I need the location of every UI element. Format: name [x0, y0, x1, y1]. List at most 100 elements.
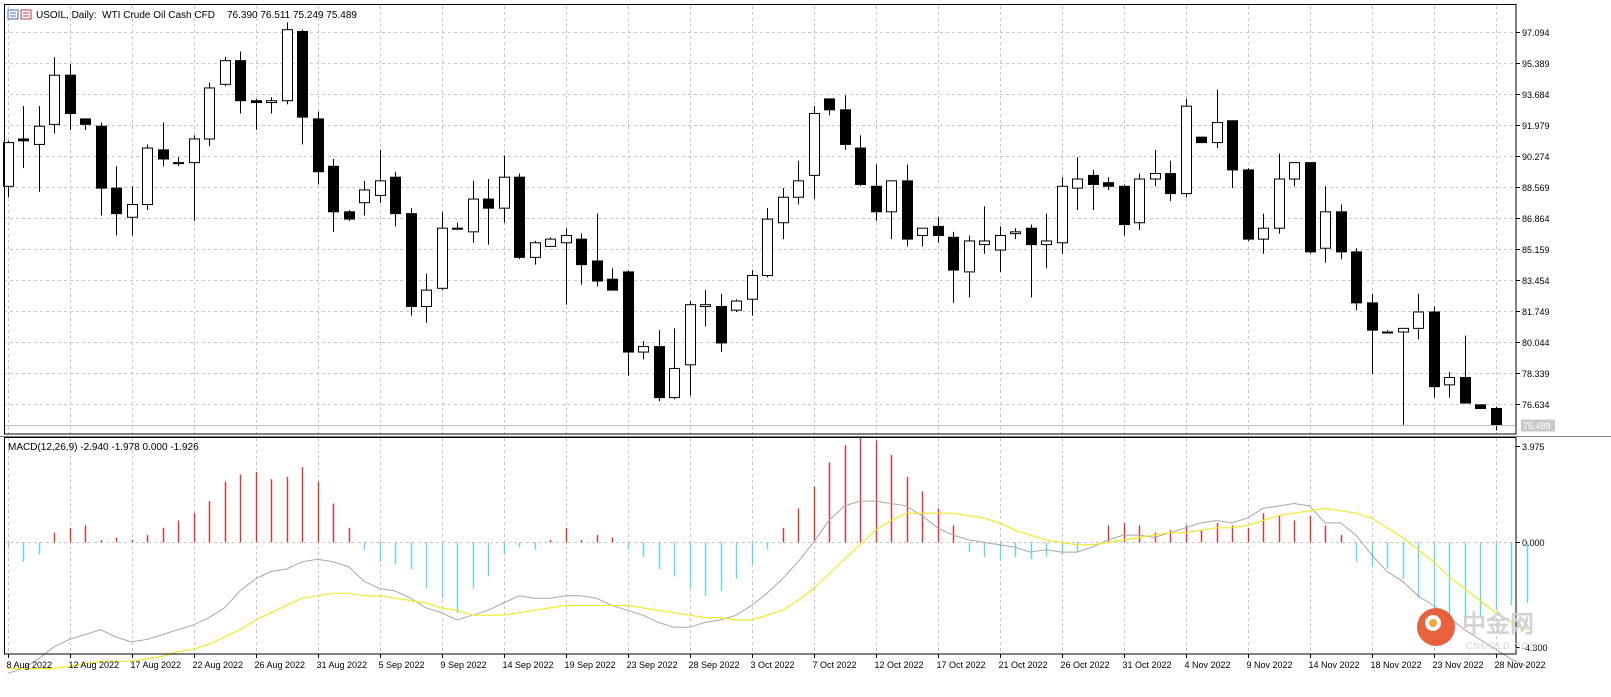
price-panel[interactable] [3, 22, 1517, 431]
candle[interactable] [359, 180, 370, 216]
candle[interactable] [34, 106, 45, 192]
candle[interactable] [778, 188, 789, 240]
candle[interactable] [1305, 162, 1316, 254]
candle[interactable] [1010, 228, 1021, 240]
candle[interactable] [266, 97, 277, 114]
candle[interactable] [902, 164, 913, 247]
candle[interactable] [1413, 293, 1424, 340]
candle[interactable] [1320, 186, 1331, 263]
candle[interactable] [220, 56, 231, 87]
candle[interactable] [1475, 404, 1486, 410]
candle[interactable] [669, 328, 680, 400]
candle[interactable] [499, 155, 510, 223]
candle[interactable] [173, 157, 184, 167]
candle[interactable] [809, 106, 820, 200]
candle[interactable] [824, 98, 835, 116]
candle[interactable] [995, 226, 1006, 272]
candle[interactable] [390, 171, 401, 227]
candle[interactable] [204, 82, 215, 147]
candle[interactable] [979, 206, 990, 254]
candle[interactable] [1212, 89, 1223, 149]
candle[interactable] [561, 228, 572, 305]
candle[interactable] [3, 140, 14, 198]
chart-menu-icon[interactable] [7, 9, 32, 20]
candle[interactable] [483, 179, 494, 245]
candle[interactable] [127, 186, 138, 236]
candle[interactable] [716, 293, 727, 353]
candle[interactable] [623, 270, 634, 376]
candle[interactable] [65, 64, 76, 130]
candle[interactable] [18, 106, 29, 169]
candle[interactable] [762, 208, 773, 278]
candle[interactable] [855, 135, 866, 187]
candle[interactable] [251, 98, 262, 130]
candle[interactable] [840, 95, 851, 150]
candle[interactable] [344, 209, 355, 221]
candle[interactable] [158, 122, 169, 167]
candle[interactable] [142, 144, 153, 210]
candle[interactable] [886, 180, 897, 240]
candle[interactable] [1491, 406, 1502, 431]
candle[interactable] [1460, 335, 1471, 404]
candle[interactable] [917, 227, 928, 247]
candle[interactable] [421, 273, 432, 323]
candle[interactable] [1134, 173, 1145, 231]
candle[interactable] [1057, 177, 1068, 254]
candle[interactable] [1165, 160, 1176, 201]
candle[interactable] [313, 111, 324, 185]
candle[interactable] [514, 173, 525, 260]
candle[interactable] [1119, 184, 1130, 236]
candle[interactable] [1150, 149, 1161, 187]
candle[interactable] [1382, 330, 1393, 334]
candle[interactable] [1274, 153, 1285, 234]
candle[interactable] [1258, 213, 1269, 254]
candle[interactable] [793, 160, 804, 205]
candle[interactable] [297, 29, 308, 145]
candle[interactable] [1243, 168, 1254, 241]
candle[interactable] [1444, 372, 1455, 398]
candle[interactable] [1398, 327, 1409, 425]
candle[interactable] [1041, 213, 1052, 269]
candle[interactable] [468, 180, 479, 243]
candle[interactable] [235, 51, 246, 114]
candle[interactable] [1072, 157, 1083, 210]
candle[interactable] [1181, 98, 1192, 198]
candle[interactable] [80, 118, 91, 130]
candle[interactable] [1336, 204, 1347, 260]
candle[interactable] [654, 330, 665, 402]
candle[interactable] [1351, 248, 1362, 311]
candle[interactable] [948, 231, 959, 303]
candle[interactable] [1103, 177, 1114, 190]
candle[interactable] [328, 158, 339, 232]
macd-panel[interactable] [7, 438, 1529, 674]
candle[interactable] [638, 341, 649, 360]
candle[interactable] [1289, 162, 1300, 187]
candle[interactable] [1026, 224, 1037, 298]
candle[interactable] [1088, 169, 1099, 210]
candle[interactable] [871, 164, 882, 221]
candle[interactable] [111, 166, 122, 236]
candle[interactable] [189, 135, 200, 221]
candle[interactable] [437, 211, 448, 291]
candle[interactable] [933, 217, 944, 243]
candle[interactable] [1196, 136, 1207, 144]
candle[interactable] [747, 270, 758, 316]
candle[interactable] [607, 268, 618, 291]
candle[interactable] [700, 290, 711, 327]
candle[interactable] [530, 240, 541, 265]
candle[interactable] [1429, 306, 1440, 398]
candle[interactable] [1227, 120, 1238, 189]
candle[interactable] [452, 222, 463, 231]
candle[interactable] [1367, 293, 1378, 374]
candle[interactable] [545, 237, 556, 247]
candle[interactable] [282, 22, 293, 105]
candle[interactable] [96, 122, 107, 216]
candle[interactable] [576, 233, 587, 285]
candle[interactable] [592, 213, 603, 287]
candle[interactable] [406, 208, 417, 316]
candle[interactable] [731, 299, 742, 312]
candle[interactable] [375, 149, 386, 203]
candle[interactable] [685, 301, 696, 396]
